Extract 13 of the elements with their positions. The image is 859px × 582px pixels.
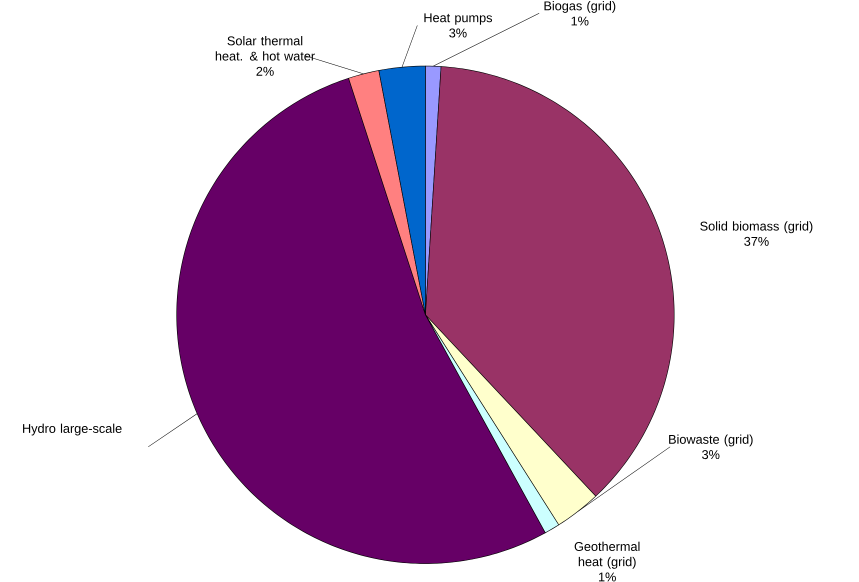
slice-label: Heat pumps (424, 13, 492, 25)
data-label: 37% (744, 236, 769, 246)
data-label: 1% (572, 16, 588, 26)
data-label: 1% (598, 572, 616, 582)
slice-label: Biogas (grid) (544, 0, 616, 13)
data-label: 3% (449, 28, 467, 38)
slice-label: Geothermal heat (grid) (574, 541, 640, 569)
slice-label: Biowaste (grid) (669, 434, 753, 446)
slice-label: Solid biomass (grid) (700, 221, 812, 233)
data-label: 2% (256, 66, 274, 76)
slice-label: Hydro large-scale (23, 423, 122, 436)
slice-label: Solar thermal heat. & hot water (216, 36, 315, 60)
data-label: 3% (702, 450, 720, 459)
